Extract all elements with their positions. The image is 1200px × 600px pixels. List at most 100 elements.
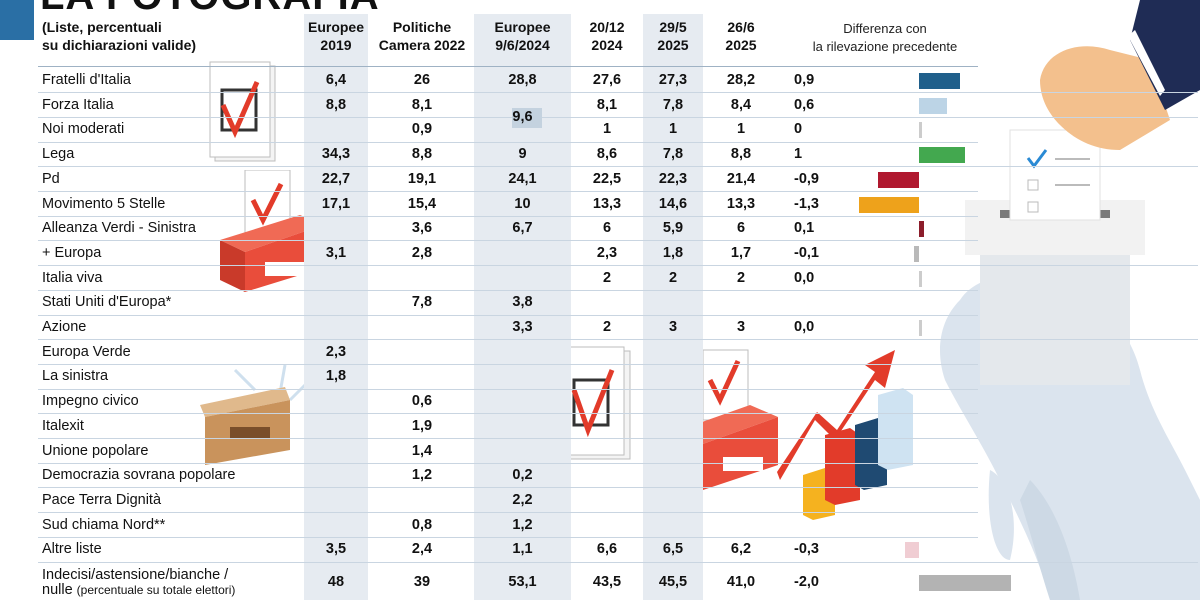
- table-row: Stati Uniti d'Europa* 7,8 3,8: [0, 290, 1200, 315]
- row-value: 8,1: [596, 96, 618, 113]
- row-divider: [38, 438, 978, 439]
- row-divider: [38, 314, 978, 316]
- row-label: Stati Uniti d'Europa*: [42, 294, 172, 311]
- table-row: Movimento 5 Stelle 17,1 15,4 10 13,3 14,6 13,3…: [0, 192, 1200, 217]
- row-value: 2: [668, 269, 678, 286]
- col-header-europee-2024: Europee 9/6/2024: [494, 19, 551, 53]
- row-value: 6: [602, 220, 612, 237]
- row-value: 21,4: [726, 170, 756, 187]
- row-diff: 0: [794, 121, 803, 138]
- row-value: 7,8: [662, 146, 684, 163]
- row-value: 3,3: [512, 319, 533, 335]
- row-value: 24,1: [508, 170, 537, 187]
- row-value: 1: [602, 121, 612, 138]
- diff-bar: [919, 73, 961, 89]
- diff-bar: [914, 245, 919, 262]
- table-row: Pace Terra Dignità 2,2: [0, 488, 1200, 513]
- row-value: 6,4: [325, 72, 347, 88]
- table-row: La sinistra 1,8: [0, 364, 1200, 389]
- row-label: Impegno civico: [42, 393, 139, 410]
- row-value: 8,8: [411, 146, 433, 163]
- row-divider: [38, 265, 1198, 267]
- row-diff: 0,9: [794, 72, 815, 88]
- diff-bar: [919, 147, 965, 164]
- table-row: Fratelli d'Italia 6,4 26 28,8 27,6 27,3 28,2 0,…: [0, 68, 1200, 93]
- row-divider: [38, 215, 978, 217]
- row-value: 7,8: [411, 294, 433, 311]
- row-value: 10: [514, 195, 531, 212]
- table-row: Unione popolare 1,4: [0, 439, 1200, 464]
- last-row-label: Indecisi/astensione/bianche / nulle (per…: [42, 567, 236, 598]
- table-row: Azione 3,3 2 3 3 0,0: [0, 315, 1200, 340]
- table-row: Sud chiama Nord** 0,8 1,2: [0, 513, 1200, 538]
- table-row: Altre liste 3,5 2,4 1,1 6,6 6,5 6,2 -0,3: [0, 537, 1200, 562]
- row-diff: -0,3: [794, 541, 819, 558]
- table-row: Pd 22,7 19,1 24,1 22,5 22,3 21,4 -0,9: [0, 167, 1200, 192]
- row-divider: [38, 487, 978, 489]
- column-shade-29-5-2025: [643, 14, 703, 600]
- row-value: 1,8: [662, 244, 684, 261]
- last-row-value-26-6-2025: 41,0: [726, 574, 756, 590]
- row-value: 1,9: [411, 417, 433, 434]
- last-row-value-20-12-2024: 43,5: [592, 574, 622, 590]
- col-header-differenza: Differenza con la rilevazione precedente: [812, 21, 958, 54]
- row-divider: [38, 191, 978, 192]
- row-value: 22,3: [658, 170, 688, 187]
- col-header-europee-2019: Europee 2019: [307, 19, 364, 53]
- row-value: 8,4: [730, 96, 752, 113]
- row-diff: -0,1: [794, 244, 819, 261]
- row-label: Pace Terra Dignità: [42, 491, 162, 508]
- diff-bar: [877, 171, 919, 188]
- row-diff: 0,0: [794, 319, 815, 335]
- row-value: 6,6: [596, 541, 618, 558]
- row-label: Pd: [42, 170, 60, 187]
- row-value: 3,5: [325, 541, 347, 558]
- row-value: 13,3: [592, 195, 622, 212]
- merged-cell: 9,6: [0, 106, 1200, 130]
- row-value: 2,3: [596, 244, 618, 261]
- row-diff: 0,6: [794, 96, 815, 113]
- row-label: Unione popolare: [42, 442, 149, 459]
- row-divider: [38, 339, 1198, 341]
- row-divider: [38, 536, 978, 538]
- row-diff: 0,1: [794, 220, 815, 237]
- merged-cell-value: 9,6: [512, 109, 533, 125]
- row-label: Forza Italia: [42, 96, 114, 113]
- row-label: Italia viva: [42, 269, 103, 286]
- diff-bar: [859, 196, 919, 213]
- row-value: 1,8: [325, 368, 347, 385]
- row-value: 22,7: [321, 170, 351, 187]
- diff-bar: [919, 97, 947, 114]
- row-divider: [38, 512, 978, 514]
- row-value: 3: [736, 319, 746, 335]
- row-value: 5,9: [662, 220, 684, 237]
- diff-bar: [919, 320, 922, 336]
- row-label: Democrazia sovrana popolare: [42, 467, 236, 484]
- col-header-26-6-2025: 26/6 2025: [725, 19, 757, 53]
- row-label: + Europa: [42, 244, 102, 261]
- last-row-value-29-5-2025: 45,5: [658, 574, 688, 590]
- last-row: 48 39 53,1 43,5 45,5 41,0 -2,0: [0, 570, 1200, 595]
- row-label: Italexit: [42, 417, 84, 434]
- row-value: 8,8: [325, 96, 347, 113]
- row-divider: [38, 561, 1198, 563]
- col-header-20-12-2024: 20/12 2024: [589, 19, 625, 53]
- row-value: 2,8: [411, 244, 433, 261]
- row-diff: -1,3: [794, 195, 819, 212]
- row-label: Fratelli d'Italia: [42, 72, 131, 88]
- row-value: 13,3: [726, 195, 756, 212]
- row-value: 3,1: [325, 244, 347, 261]
- row-label: Sud chiama Nord**: [42, 516, 166, 533]
- table-row: Italia viva 2 2 2 0,0: [0, 266, 1200, 291]
- row-label: Alleanza Verdi - Sinistra: [42, 220, 196, 237]
- row-value: 2: [602, 269, 612, 286]
- row-value: 3,8: [512, 294, 533, 311]
- corner-accent: [0, 0, 34, 40]
- row-value: 1,1: [512, 541, 533, 558]
- diff-bar: [919, 221, 924, 238]
- row-divider: [38, 289, 978, 291]
- row-value: 0,6: [411, 393, 433, 410]
- table-row: Europa Verde 2,3: [0, 340, 1200, 365]
- row-value: 2: [736, 269, 746, 286]
- row-label: Azione: [42, 319, 87, 335]
